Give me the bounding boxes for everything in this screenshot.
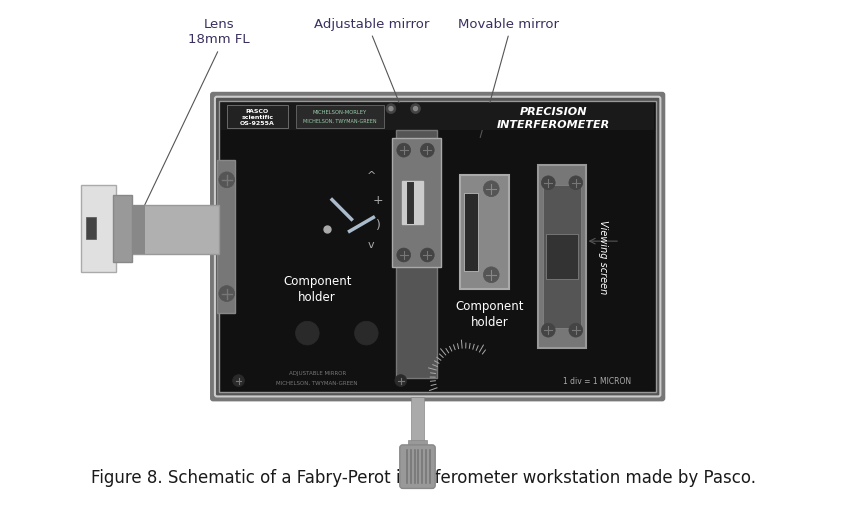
Bar xyxy=(396,131,437,378)
Circle shape xyxy=(484,181,499,197)
Bar xyxy=(539,165,585,348)
FancyBboxPatch shape xyxy=(400,445,435,489)
Circle shape xyxy=(233,375,245,387)
Bar xyxy=(411,398,424,442)
FancyBboxPatch shape xyxy=(210,93,665,402)
Bar xyxy=(130,205,219,254)
Bar xyxy=(392,139,441,267)
Text: Viewing screen: Viewing screen xyxy=(598,219,608,294)
Bar xyxy=(113,195,132,263)
Circle shape xyxy=(413,107,418,111)
Text: MICHELSON, TWYMAN-GREEN: MICHELSON, TWYMAN-GREEN xyxy=(303,119,377,124)
Bar xyxy=(219,101,656,393)
FancyBboxPatch shape xyxy=(215,98,661,397)
Bar xyxy=(463,193,479,271)
Text: PRECISION
INTERFEROMETER: PRECISION INTERFEROMETER xyxy=(496,107,610,129)
Bar xyxy=(401,181,424,225)
Circle shape xyxy=(420,144,435,158)
Bar xyxy=(407,440,428,448)
Circle shape xyxy=(397,248,411,263)
Bar xyxy=(130,205,145,254)
Circle shape xyxy=(397,144,411,158)
Circle shape xyxy=(569,177,583,190)
Circle shape xyxy=(296,322,319,345)
Circle shape xyxy=(395,375,407,387)
Text: v: v xyxy=(368,240,374,249)
Bar xyxy=(546,235,578,279)
Circle shape xyxy=(484,267,499,283)
Text: Figure 8. Schematic of a Fabry-Perot interferometer workstation made by Pasco.: Figure 8. Schematic of a Fabry-Perot int… xyxy=(91,468,756,486)
Text: MICHELSON, TWYMAN-GREEN: MICHELSON, TWYMAN-GREEN xyxy=(276,380,358,385)
Circle shape xyxy=(541,324,555,337)
Text: ^: ^ xyxy=(367,171,376,181)
Bar xyxy=(296,105,384,129)
Circle shape xyxy=(420,248,435,263)
Bar xyxy=(81,185,116,272)
Circle shape xyxy=(386,104,396,115)
Circle shape xyxy=(569,324,583,337)
Circle shape xyxy=(411,104,420,115)
Circle shape xyxy=(355,322,378,345)
Text: Component
holder: Component holder xyxy=(455,299,523,328)
Text: ADJUSTABLE MIRROR: ADJUSTABLE MIRROR xyxy=(289,371,346,376)
Text: +: + xyxy=(373,194,384,207)
Circle shape xyxy=(219,286,235,302)
Text: MICHELSON-MORLEY: MICHELSON-MORLEY xyxy=(313,110,367,115)
Text: 1 div = 1 MICRON: 1 div = 1 MICRON xyxy=(563,376,632,385)
Bar xyxy=(217,161,235,314)
Text: Adjustable mirror: Adjustable mirror xyxy=(313,18,429,31)
Bar xyxy=(460,176,509,289)
Text: Movable mirror: Movable mirror xyxy=(458,18,560,31)
Bar xyxy=(86,218,96,240)
Bar xyxy=(544,185,581,328)
Circle shape xyxy=(389,107,393,111)
Bar xyxy=(227,105,288,129)
Text: Component
holder: Component holder xyxy=(283,274,352,303)
Text: ): ) xyxy=(376,218,380,232)
Bar xyxy=(221,103,655,131)
Circle shape xyxy=(219,173,235,188)
Circle shape xyxy=(541,177,555,190)
Text: Lens
18mm FL: Lens 18mm FL xyxy=(188,18,250,46)
Text: PASCO
scientific
OS-9255A: PASCO scientific OS-9255A xyxy=(240,109,274,126)
